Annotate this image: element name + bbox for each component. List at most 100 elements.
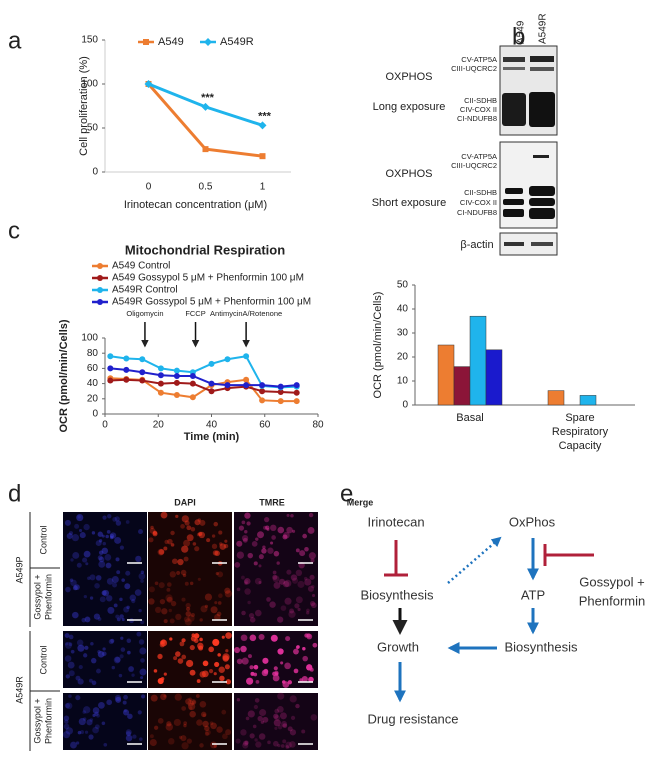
- cell: [157, 677, 164, 685]
- cell: [213, 521, 219, 527]
- cell: [170, 600, 177, 607]
- cell: [282, 534, 288, 540]
- cell: [217, 653, 221, 657]
- cell: [77, 644, 85, 652]
- band: [529, 198, 555, 206]
- point: [123, 355, 130, 362]
- legend-label: A549 Gossypol 5 μM + Phenformin 100 μM: [112, 273, 304, 284]
- band: [533, 155, 549, 158]
- cell: [214, 550, 220, 557]
- cell: [94, 724, 100, 730]
- cell: [180, 524, 185, 529]
- cell: [98, 550, 104, 555]
- cell: [236, 587, 241, 592]
- cell: [149, 734, 154, 739]
- cell: [97, 617, 102, 621]
- row-label: Control: [38, 645, 48, 674]
- cell: [74, 523, 80, 529]
- point: [123, 376, 130, 383]
- y-tick-label: 60: [87, 363, 99, 374]
- cell: [64, 633, 70, 638]
- cell: [115, 557, 120, 562]
- lane-label: A549R: [538, 13, 549, 44]
- row-label: Gossypol +: [32, 698, 42, 743]
- column-label: Merge: [347, 497, 374, 507]
- cell: [89, 574, 96, 581]
- cell: [224, 587, 231, 594]
- cell: [286, 526, 293, 534]
- cell: [249, 665, 254, 670]
- cell: [98, 556, 105, 563]
- cell: [223, 543, 229, 549]
- cell: [253, 561, 258, 566]
- row-label: Gossypol +: [32, 574, 42, 619]
- cell: [116, 617, 121, 622]
- cell: [219, 675, 225, 682]
- point: [173, 392, 180, 398]
- cell: [68, 694, 72, 698]
- cell: [92, 707, 100, 714]
- cell: [236, 658, 243, 665]
- cell: [246, 521, 251, 526]
- point: [202, 146, 209, 153]
- cell: [187, 700, 194, 707]
- node-label: Growth: [377, 639, 419, 654]
- cell: [63, 715, 70, 721]
- cell: [270, 524, 277, 532]
- cell: [266, 597, 271, 602]
- cell: [219, 542, 223, 546]
- cell: [68, 634, 74, 640]
- cell: [308, 676, 314, 683]
- y-tick-label: 50: [87, 123, 99, 134]
- cell: [183, 721, 188, 726]
- cell: [288, 610, 296, 618]
- cell: [309, 600, 316, 607]
- cell: [167, 738, 175, 745]
- cell: [204, 731, 210, 736]
- point: [259, 388, 266, 395]
- bar: [485, 349, 503, 406]
- cell: [225, 632, 232, 639]
- cell: [188, 697, 192, 702]
- cell: [75, 675, 81, 681]
- cell: [247, 552, 254, 559]
- cell: [140, 658, 145, 663]
- point: [259, 153, 266, 160]
- cell: [185, 611, 192, 617]
- cell: [123, 709, 127, 713]
- cell: [289, 741, 296, 748]
- cell: [307, 527, 315, 534]
- cell: [72, 551, 80, 559]
- cell: [163, 619, 168, 624]
- cell: [119, 597, 123, 602]
- cell: [257, 531, 265, 539]
- cell: [101, 534, 105, 538]
- cell: [213, 672, 217, 676]
- cell: [111, 665, 116, 670]
- cell: [274, 715, 281, 721]
- cell: [309, 667, 314, 672]
- cell: [108, 638, 114, 645]
- cell: [83, 594, 87, 599]
- row-label: Control: [38, 525, 48, 554]
- cell: [91, 680, 97, 686]
- point: [143, 39, 149, 45]
- cell: [274, 708, 280, 714]
- band-label: CV-ATP5A: [461, 152, 497, 161]
- cell: [290, 513, 294, 518]
- cell: [302, 533, 308, 539]
- cell: [90, 657, 97, 664]
- band: [504, 242, 524, 246]
- significance: ***: [258, 110, 272, 122]
- cell: [65, 727, 74, 735]
- cell: [175, 514, 179, 519]
- cell: [221, 709, 227, 715]
- y-axis-label: OCR (pmol/min/Cells): [58, 319, 70, 432]
- cell: [253, 704, 259, 710]
- cell: [283, 531, 290, 539]
- cell: [273, 666, 278, 671]
- cell: [301, 729, 306, 734]
- cell: [204, 725, 210, 732]
- band-label: CII-SDHB: [464, 188, 497, 197]
- cell: [148, 586, 155, 593]
